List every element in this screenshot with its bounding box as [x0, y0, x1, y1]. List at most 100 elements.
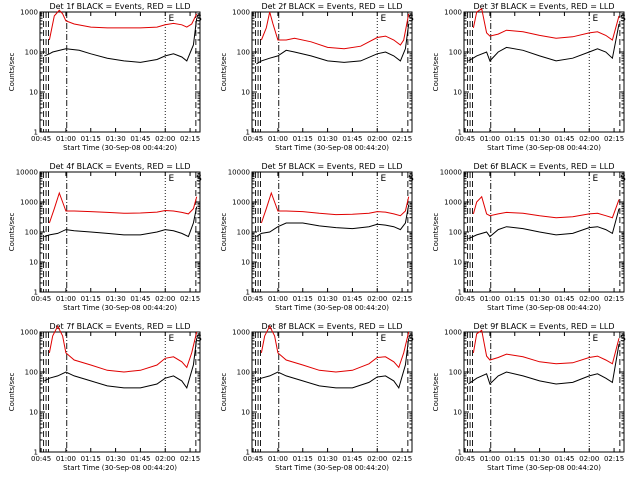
- y-tick-label: 1: [246, 129, 250, 137]
- x-tick-label: 01:00: [480, 455, 500, 463]
- y-axis-label: Counts/sec: [432, 53, 440, 92]
- y-tick-label: 1: [458, 129, 462, 137]
- chart-title: Det 2f BLACK = Events, RED = LLD: [261, 2, 402, 11]
- y-tick-label: 1000: [444, 9, 462, 17]
- x-axis-label: Start Time (30-Sep-08 00:44:20): [63, 304, 177, 312]
- x-tick-label: 02:00: [579, 295, 599, 303]
- marker-e-label: E: [169, 174, 175, 184]
- y-tick-label: 1000: [20, 199, 38, 207]
- y-tick-label: 10: [29, 89, 38, 97]
- y-tick-label: 10: [29, 259, 38, 267]
- chart-panel-1: Det 1f BLACK = Events, RED = LLD Counts/s…: [8, 2, 202, 152]
- events-series-line: [256, 204, 410, 238]
- chart-panel-9: Det 9f BLACK = Events, RED = LLD Counts/s…: [432, 322, 626, 472]
- marker-s-label: S: [620, 14, 626, 24]
- x-tick-label: 01:30: [317, 135, 337, 143]
- x-tick-label: 01:00: [480, 135, 500, 143]
- x-tick-label: 01:45: [130, 295, 150, 303]
- x-tick-label: 02:15: [604, 455, 624, 463]
- y-tick-label: 1000: [444, 199, 462, 207]
- y-axis-label: Counts/sec: [8, 213, 16, 252]
- x-tick-label: 01:00: [56, 135, 76, 143]
- x-tick-label: 01:15: [505, 295, 525, 303]
- x-tick-label: 00:45: [31, 135, 51, 143]
- y-tick-label: 100: [237, 49, 250, 57]
- x-tick-label: 01:30: [105, 295, 125, 303]
- y-tick-label: 100: [237, 229, 250, 237]
- y-tick-label: 10000: [228, 169, 250, 177]
- x-tick-label: 01:15: [505, 135, 525, 143]
- chart-panel-2: Det 2f BLACK = Events, RED = LLD Counts/s…: [220, 2, 414, 152]
- marker-e-label: E: [381, 174, 387, 184]
- y-tick-label: 10: [241, 259, 250, 267]
- chart-title: Det 7f BLACK = Events, RED = LLD: [49, 322, 190, 331]
- x-tick-label: 01:30: [105, 455, 125, 463]
- x-tick-label: 02:00: [579, 135, 599, 143]
- marker-s-label: S: [196, 14, 202, 24]
- x-tick-label: 01:15: [81, 455, 101, 463]
- chart-panel-8: Det 8f BLACK = Events, RED = LLD Counts/s…: [220, 322, 414, 472]
- marker-e-label: E: [381, 334, 387, 344]
- x-tick-label: 02:00: [155, 295, 175, 303]
- x-tick-label: 01:30: [317, 295, 337, 303]
- chart-panel-6: Det 6f BLACK = Events, RED = LLD Counts/s…: [432, 162, 626, 312]
- x-tick-label: 00:45: [31, 455, 51, 463]
- events-series-line: [44, 18, 198, 63]
- x-tick-label: 01:00: [56, 455, 76, 463]
- x-tick-label: 00:45: [31, 295, 51, 303]
- x-tick-label: 01:30: [529, 295, 549, 303]
- chart-title: Det 4f BLACK = Events, RED = LLD: [49, 162, 190, 171]
- x-tick-label: 01:15: [81, 295, 101, 303]
- x-tick-label: 02:15: [392, 295, 412, 303]
- lld-series-line: [472, 7, 620, 41]
- lld-series-line: [260, 11, 410, 50]
- marker-e-label: E: [593, 334, 599, 344]
- x-tick-label: 00:45: [455, 295, 475, 303]
- lld-series-line: [472, 195, 620, 219]
- y-axis-label: Counts/sec: [432, 213, 440, 252]
- y-tick-label: 1000: [20, 329, 38, 337]
- y-tick-label: 1: [246, 449, 250, 457]
- x-tick-label: 01:45: [554, 135, 574, 143]
- x-axis-label: Start Time (30-Sep-08 00:44:20): [487, 464, 601, 472]
- y-tick-label: 100: [237, 369, 250, 377]
- x-tick-label: 00:45: [455, 135, 475, 143]
- y-tick-label: 1000: [232, 9, 250, 17]
- y-tick-label: 100: [25, 369, 38, 377]
- marker-e-label: E: [381, 14, 387, 24]
- x-tick-label: 02:15: [604, 295, 624, 303]
- events-series-line: [256, 338, 410, 390]
- x-tick-label: 02:00: [367, 455, 387, 463]
- y-tick-label: 1000: [20, 9, 38, 17]
- y-tick-label: 10: [453, 259, 462, 267]
- marker-e-label: E: [593, 174, 599, 184]
- marker-e-label: E: [169, 14, 175, 24]
- y-tick-label: 100: [449, 369, 462, 377]
- marker-s-label: S: [408, 14, 414, 24]
- y-tick-label: 1: [458, 289, 462, 297]
- events-series-line: [44, 206, 198, 238]
- events-series-line: [44, 338, 198, 390]
- marker-e-label: E: [593, 14, 599, 24]
- y-tick-label: 1: [246, 289, 250, 297]
- y-tick-label: 100: [25, 49, 38, 57]
- chart-panel-5: Det 5f BLACK = Events, RED = LLD Counts/s…: [220, 162, 414, 312]
- marker-s-label: S: [408, 174, 414, 184]
- x-tick-label: 01:45: [554, 455, 574, 463]
- x-tick-label: 01:30: [529, 135, 549, 143]
- x-tick-label: 01:45: [342, 135, 362, 143]
- marker-s-label: S: [196, 174, 202, 184]
- marker-s-label: S: [196, 334, 202, 344]
- x-tick-label: 02:15: [180, 455, 200, 463]
- y-tick-label: 10000: [16, 169, 38, 177]
- y-axis-label: Counts/sec: [8, 53, 16, 92]
- marker-s-label: S: [620, 334, 626, 344]
- y-tick-label: 100: [25, 229, 38, 237]
- x-tick-label: 01:00: [268, 295, 288, 303]
- x-tick-label: 01:15: [293, 455, 313, 463]
- marker-s-label: S: [408, 334, 414, 344]
- plot-frame: [251, 11, 413, 133]
- x-tick-label: 02:15: [604, 135, 624, 143]
- y-axis-label: Counts/sec: [432, 373, 440, 412]
